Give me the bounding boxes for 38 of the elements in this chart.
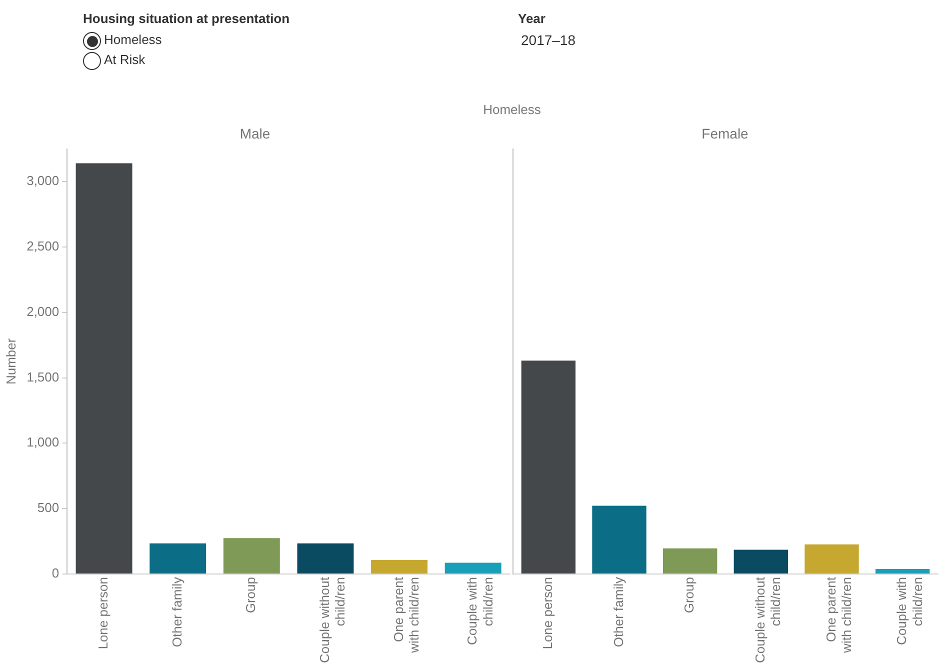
- text: Homeless: [104, 32, 162, 47]
- bar: [444, 562, 502, 574]
- text: 2017–18: [521, 32, 576, 48]
- y-tick-label: 500: [37, 500, 60, 516]
- x-tick-label: Other family: [169, 576, 184, 648]
- text: Homeless: [482, 102, 542, 117]
- chart-title: Female: [702, 125, 749, 142]
- x-tick-label: Group: [682, 577, 697, 614]
- x-tick-label: Couple without child/ren: [317, 576, 348, 663]
- text: At Risk: [104, 52, 146, 67]
- x-tick-label: Couple with child/ren: [464, 577, 496, 645]
- x-tick-label: Couple without child/ren: [752, 576, 784, 663]
- y-tick-label: 2,500: [26, 238, 60, 254]
- bar: [592, 506, 646, 574]
- y-tick-label: 2,000: [26, 304, 60, 319]
- bar: [297, 543, 354, 574]
- bar: [371, 560, 428, 574]
- bar: [804, 544, 859, 574]
- bar: [734, 550, 788, 574]
- x-tick-label: Couple with child/ren: [894, 577, 925, 645]
- y-axis-title: Number: [3, 338, 18, 385]
- y-tick-label: 3,000: [26, 173, 60, 188]
- text: Year: [518, 11, 546, 26]
- x-tick-label: Group: [243, 577, 258, 614]
- bar: [521, 360, 576, 574]
- chart-title: Male: [240, 125, 270, 142]
- y-tick-label: 1,000: [26, 434, 60, 450]
- bar: [223, 538, 280, 574]
- bar: [150, 543, 206, 574]
- bar: [662, 548, 718, 574]
- bar: [76, 163, 132, 574]
- x-tick-label: Lone person: [96, 577, 111, 650]
- y-tick-label: 1,500: [26, 369, 60, 384]
- text: Housing situation at presentation: [83, 11, 290, 26]
- bar: [875, 569, 930, 574]
- y-tick-label: 0: [52, 566, 60, 581]
- x-tick-label: Lone person: [540, 577, 555, 650]
- x-tick-label: Other family: [610, 576, 626, 648]
